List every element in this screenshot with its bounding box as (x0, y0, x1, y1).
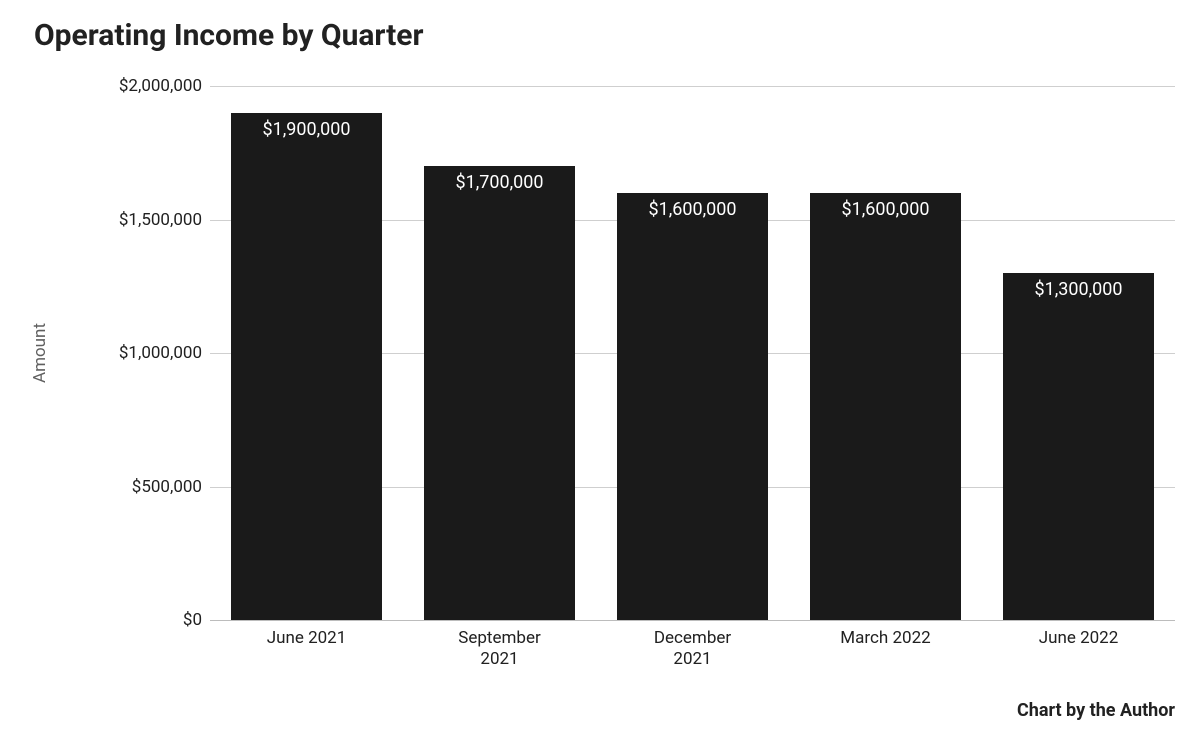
bar: $1,300,000 (1003, 273, 1154, 620)
chart-title: Operating Income by Quarter (34, 18, 423, 53)
bar-value-label: $1,900,000 (231, 119, 382, 140)
bar: $1,600,000 (617, 193, 768, 620)
bar: $1,700,000 (424, 166, 575, 620)
x-tick-label: June 2022 (982, 628, 1175, 649)
bar-value-label: $1,600,000 (617, 199, 768, 220)
x-tick-label: December2021 (596, 628, 789, 671)
bar-value-label: $1,300,000 (1003, 279, 1154, 300)
gridline (210, 86, 1175, 87)
bar-value-label: $1,700,000 (424, 172, 575, 193)
bar-value-label: $1,600,000 (810, 199, 961, 220)
y-tick-label: $500,000 (98, 477, 202, 497)
plot-area: $1,900,000 $1,700,000 $1,600,000 $1,600,… (210, 86, 1175, 620)
y-tick-label: $0 (98, 610, 202, 630)
bar: $1,900,000 (231, 113, 382, 620)
x-tick-label: June 2021 (210, 628, 403, 649)
x-tick-label: September2021 (403, 628, 596, 671)
chart-credit: Chart by the Author (1017, 700, 1175, 721)
y-tick-label: $2,000,000 (98, 76, 202, 96)
x-tick-label: March 2022 (789, 628, 982, 649)
y-tick-label: $1,000,000 (98, 343, 202, 363)
y-tick-label: $1,500,000 (98, 210, 202, 230)
chart-container: Operating Income by Quarter Amount $0 $5… (0, 0, 1199, 742)
bar: $1,600,000 (810, 193, 961, 620)
baseline (210, 620, 1175, 621)
y-axis-label: Amount (30, 323, 50, 383)
